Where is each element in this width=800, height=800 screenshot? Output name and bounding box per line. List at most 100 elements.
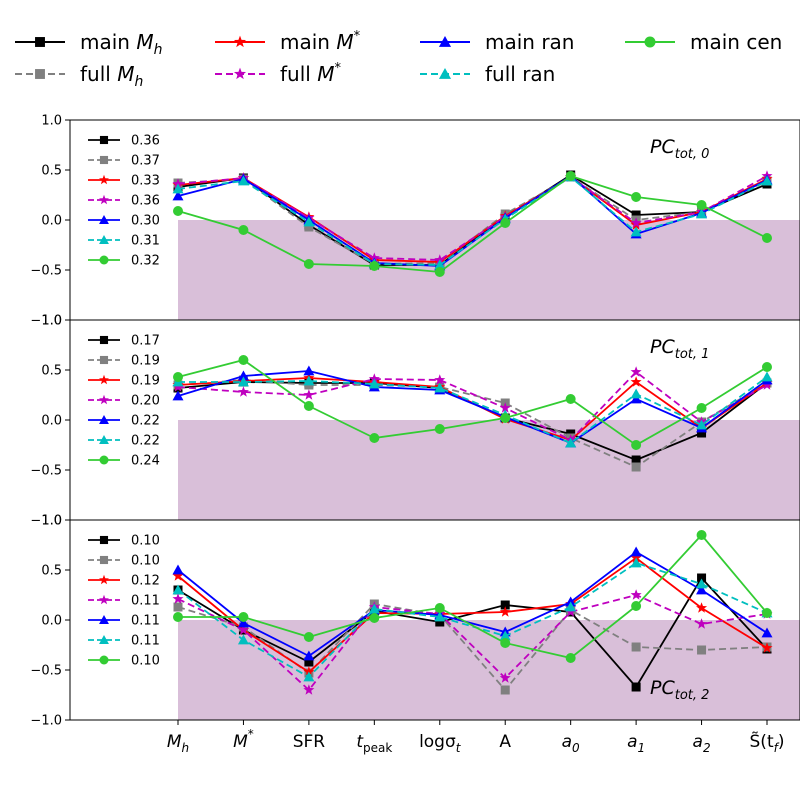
data-point: [304, 657, 314, 667]
data-point: [565, 394, 576, 404]
data-point: [761, 175, 773, 186]
data-point: [696, 578, 708, 589]
legend-entry: main Mh: [15, 30, 162, 58]
y-tick-label: −1.0: [30, 314, 62, 329]
panel-legend-value: 0.36: [131, 134, 160, 149]
data-point: [696, 208, 708, 219]
panel-legend-marker: [99, 655, 109, 665]
legend-label-math: M: [136, 30, 153, 54]
data-point: [237, 386, 249, 397]
y-tick-label: 0.0: [41, 614, 62, 629]
legend-marker: [35, 37, 45, 47]
series-line: [177, 175, 768, 261]
data-point: [303, 216, 315, 227]
x-tick-label-base: M: [233, 732, 248, 752]
data-point: [500, 218, 511, 228]
legend-marker: [438, 67, 452, 79]
legend-label-text: main: [80, 30, 136, 54]
panel-legend-marker: [99, 394, 109, 405]
data-point: [173, 206, 183, 216]
panel-title-main: PC: [650, 677, 675, 699]
y-tick-label: 0.5: [41, 364, 62, 379]
panel-legend-value: 0.20: [131, 394, 160, 409]
x-tick-label-base: SFR: [293, 732, 326, 752]
data-point: [696, 200, 707, 210]
series-full-ran: [172, 371, 773, 448]
data-point: [630, 226, 642, 237]
panel-legend-value: 0.11: [131, 594, 160, 609]
legend-label-sub: h: [154, 42, 163, 58]
x-tick-label-tail: ): [778, 732, 785, 752]
data-point: [368, 252, 380, 263]
panel-legend-marker: [99, 555, 109, 565]
data-point: [172, 178, 184, 189]
data-point: [238, 355, 249, 365]
panels: 1.00.50.0−0.5−1.00.360.370.330.360.300.3…: [30, 114, 800, 729]
panel-legend-value: 0.32: [131, 254, 160, 269]
data-point: [500, 413, 511, 423]
data-point: [434, 382, 446, 393]
x-tick-label: tpeak: [356, 732, 392, 755]
series-line: [177, 359, 768, 447]
data-point: [762, 608, 772, 618]
data-point: [697, 428, 707, 438]
x-tick-label-base: M: [167, 732, 182, 752]
data-point: [762, 233, 772, 243]
panel-legend-value: 0.19: [131, 354, 160, 369]
x-tick-label: SFR: [293, 732, 326, 752]
panel-title: PCtot, 0: [650, 136, 709, 162]
data-point: [304, 222, 314, 232]
x-tick-label: a0: [562, 732, 580, 755]
x-tick-label-base: logσ: [419, 732, 456, 752]
data-point: [172, 564, 184, 575]
data-point: [565, 653, 576, 663]
shaded-region: [178, 420, 800, 520]
panel-legend-value: 0.19: [131, 374, 160, 389]
y-tick-label: −1.0: [30, 514, 62, 529]
panel-title: PCtot, 1: [650, 336, 709, 362]
panel-legend: 0.17 0.19 0.19 0.20 0.22 0.22 0.24: [88, 334, 160, 469]
x-tick-label-sub: peak: [363, 741, 392, 755]
legend-label-text: full: [280, 62, 317, 86]
panel-legend-marker: [99, 335, 109, 345]
legend-label: main cen: [690, 30, 782, 54]
data-point: [499, 672, 511, 683]
data-point: [172, 190, 184, 201]
series-line: [177, 370, 768, 445]
data-point: [696, 530, 707, 540]
legend-marker: [233, 35, 247, 48]
legend-marker: [35, 69, 45, 79]
y-tick-label: −0.5: [30, 664, 62, 679]
data-point: [434, 374, 446, 385]
data-point: [697, 645, 707, 655]
series-main-cen: [173, 355, 772, 450]
data-point: [631, 601, 642, 611]
panel-title-main: PC: [650, 136, 675, 158]
legend-label: full Mh: [80, 62, 143, 90]
panel-legend-marker: [99, 615, 109, 624]
y-tick-label: −0.5: [30, 464, 62, 479]
x-tick-label-base: t: [356, 732, 364, 752]
series-line: [178, 533, 768, 659]
panel-title-sub: tot, 1: [675, 347, 710, 362]
data-point: [565, 601, 577, 612]
data-point: [761, 642, 773, 653]
data-point: [303, 671, 315, 682]
panel-legend-marker: [99, 374, 109, 385]
panel-legend-value: 0.12: [131, 574, 160, 589]
data-point: [434, 424, 445, 434]
data-point: [238, 225, 249, 235]
legend-entry: main M*: [215, 29, 361, 54]
legend-label-text: full ran: [485, 62, 555, 86]
panel-legend-marker: [99, 215, 109, 224]
legend-label-text: full: [80, 62, 117, 86]
series-main-cen: [173, 171, 772, 277]
data-point: [303, 375, 315, 386]
x-tick-label-base: a: [627, 732, 637, 752]
data-point: [630, 557, 642, 568]
legend-label: full ran: [485, 62, 555, 86]
series-main-cen: [173, 530, 772, 663]
data-point: [762, 362, 772, 372]
panel-legend-marker: [99, 535, 109, 545]
data-point: [761, 627, 773, 638]
